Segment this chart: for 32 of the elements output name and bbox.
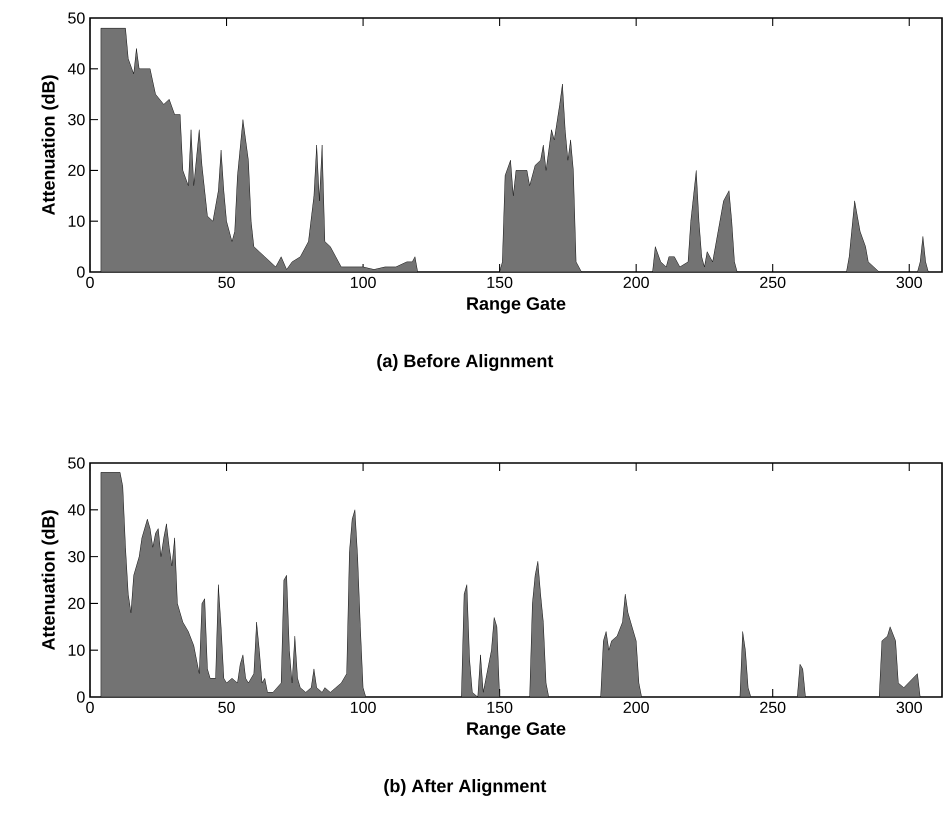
x-tick-label: 200 [624, 276, 649, 288]
text: (a) Before Alignment [377, 354, 554, 371]
x-axis-title: Range Gate [467, 722, 566, 739]
y-tick-label: 50 [68, 457, 85, 469]
y-tick-label: 20 [68, 598, 85, 610]
x-tick-label: 300 [896, 276, 922, 288]
x-tick-label: 50 [218, 702, 235, 714]
x-tick-label: 0 [86, 702, 94, 714]
x-tick-label: 250 [760, 276, 786, 288]
x-axis-title: Range Gate [467, 297, 566, 314]
y-tick-label: 30 [68, 550, 85, 562]
y-axis-title: Attenuation (dB) [42, 75, 58, 216]
text: (b) After Alignment [384, 779, 546, 796]
y-tick-label: 0 [77, 691, 85, 703]
x-tick-label: 300 [896, 702, 922, 714]
y-tick-label: 50 [68, 12, 85, 24]
x-tick-label: 0 [86, 276, 94, 288]
x-tick-label: 200 [624, 702, 649, 714]
x-tick-label: 100 [350, 276, 376, 288]
x-tick-label: 50 [218, 276, 235, 288]
y-tick-label: 10 [68, 216, 85, 227]
x-tick-label: 250 [760, 702, 786, 714]
x-tick-label: 100 [350, 702, 376, 714]
x-tick-label: 150 [487, 276, 512, 288]
y-tick-label: 30 [68, 114, 85, 126]
y-tick-label: 20 [68, 164, 85, 176]
y-tick-label: 0 [77, 266, 85, 278]
y-axis-title: Attenuation (dB) [42, 510, 58, 650]
y-tick-label: 40 [68, 63, 85, 74]
y-tick-label: 10 [68, 644, 85, 656]
x-tick-label: 150 [487, 702, 512, 714]
y-tick-label: 40 [68, 504, 85, 516]
